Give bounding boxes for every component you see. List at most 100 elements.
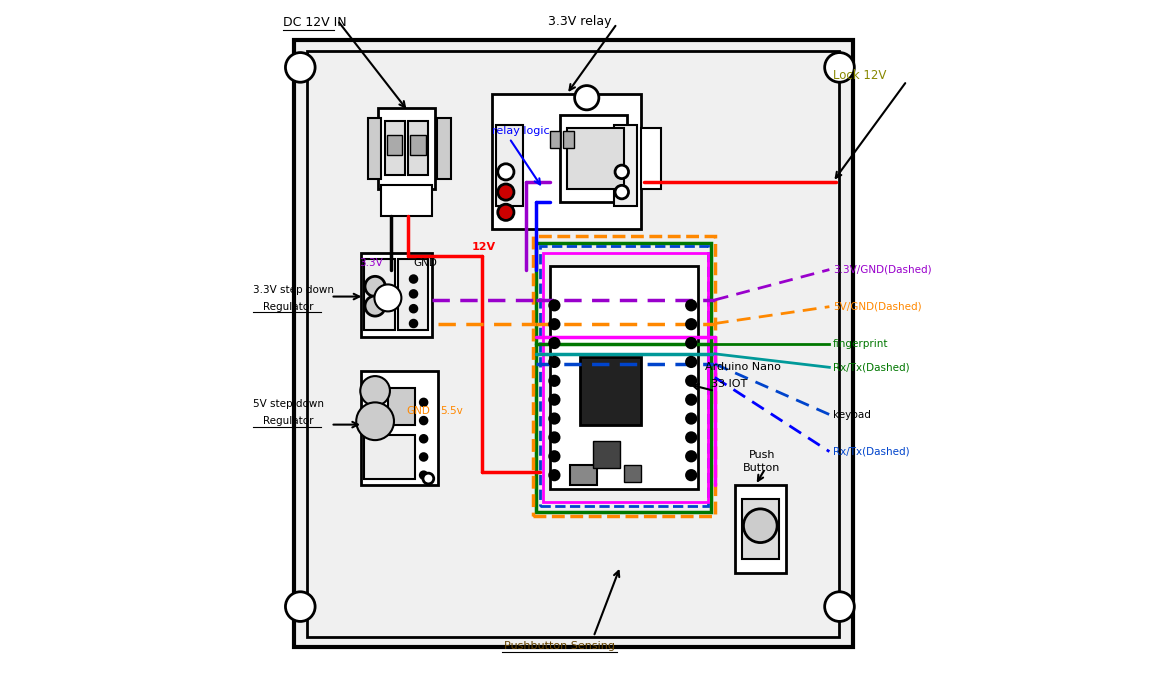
- Bar: [563, 131, 574, 148]
- Bar: [361, 371, 438, 485]
- Circle shape: [420, 472, 427, 479]
- Circle shape: [687, 433, 696, 442]
- Circle shape: [744, 509, 777, 543]
- Text: 3.3V step down: 3.3V step down: [253, 285, 334, 295]
- Bar: [361, 253, 432, 337]
- Circle shape: [285, 53, 316, 82]
- Bar: [495, 125, 523, 206]
- Text: GND: GND: [413, 258, 437, 268]
- Bar: [364, 435, 415, 479]
- Circle shape: [687, 376, 696, 386]
- Circle shape: [574, 86, 599, 110]
- Circle shape: [365, 296, 385, 316]
- Circle shape: [420, 417, 427, 424]
- Circle shape: [550, 414, 559, 423]
- Circle shape: [420, 399, 427, 406]
- Text: 5V step down: 5V step down: [253, 400, 324, 409]
- Bar: [387, 388, 415, 425]
- Circle shape: [687, 470, 696, 480]
- Text: Rx/Tx(Dashed): Rx/Tx(Dashed): [833, 363, 909, 372]
- Circle shape: [420, 435, 427, 442]
- Circle shape: [550, 470, 559, 480]
- Bar: [741, 499, 778, 559]
- Circle shape: [361, 376, 390, 406]
- Bar: [550, 131, 560, 148]
- Circle shape: [423, 473, 434, 484]
- Circle shape: [550, 301, 559, 310]
- Bar: [614, 125, 637, 206]
- Text: 3.3V relay: 3.3V relay: [549, 15, 611, 28]
- Circle shape: [498, 204, 514, 220]
- Circle shape: [550, 357, 559, 367]
- Bar: [386, 135, 403, 155]
- Bar: [293, 40, 853, 647]
- Bar: [368, 118, 382, 179]
- Text: fingerprint: fingerprint: [833, 339, 889, 348]
- Text: Lock 12V: Lock 12V: [833, 69, 886, 82]
- Text: Arduino Nano: Arduino Nano: [704, 363, 781, 372]
- Bar: [640, 128, 661, 189]
- Circle shape: [550, 338, 559, 348]
- Bar: [378, 108, 435, 189]
- Circle shape: [356, 402, 394, 440]
- Text: DC 12V IN: DC 12V IN: [283, 16, 347, 30]
- Bar: [437, 118, 450, 179]
- Bar: [594, 441, 621, 468]
- Bar: [560, 115, 628, 202]
- Circle shape: [687, 301, 696, 310]
- Text: 33 IOT: 33 IOT: [711, 379, 748, 389]
- Text: 3.3V: 3.3V: [360, 258, 383, 268]
- Circle shape: [550, 395, 559, 404]
- Bar: [570, 465, 597, 485]
- Circle shape: [411, 320, 416, 327]
- Circle shape: [687, 395, 696, 404]
- Circle shape: [285, 592, 316, 621]
- Bar: [382, 185, 432, 216]
- Circle shape: [375, 284, 401, 311]
- Circle shape: [550, 433, 559, 442]
- Bar: [580, 357, 640, 425]
- Circle shape: [411, 305, 416, 312]
- Bar: [492, 94, 640, 229]
- Text: 5V/GND(Dashed): 5V/GND(Dashed): [833, 302, 921, 311]
- Text: Rx/Tx(Dashed): Rx/Tx(Dashed): [833, 447, 909, 456]
- Text: relay logic: relay logic: [492, 127, 550, 136]
- Circle shape: [687, 319, 696, 329]
- Text: keypad: keypad: [833, 410, 871, 419]
- Circle shape: [420, 454, 427, 460]
- Circle shape: [687, 357, 696, 367]
- Text: 3.3V/GND(Dashed): 3.3V/GND(Dashed): [833, 265, 931, 274]
- Circle shape: [687, 452, 696, 461]
- Text: 12V: 12V: [472, 242, 496, 251]
- Circle shape: [687, 414, 696, 423]
- Circle shape: [365, 276, 385, 297]
- Circle shape: [550, 452, 559, 461]
- Bar: [543, 253, 708, 502]
- Bar: [539, 246, 708, 506]
- Text: Regulator: Regulator: [263, 417, 313, 426]
- Circle shape: [550, 376, 559, 386]
- Circle shape: [615, 185, 629, 199]
- Circle shape: [411, 276, 416, 282]
- Text: Pushbutton Sensing: Pushbutton Sensing: [505, 641, 615, 650]
- Bar: [408, 121, 428, 175]
- Bar: [735, 485, 785, 573]
- Text: GND: GND: [406, 406, 430, 416]
- Bar: [364, 259, 394, 330]
- Circle shape: [615, 165, 629, 179]
- Bar: [624, 465, 640, 482]
- Circle shape: [825, 53, 854, 82]
- Bar: [566, 128, 624, 189]
- Bar: [536, 243, 711, 512]
- Circle shape: [498, 184, 514, 200]
- Text: Push: Push: [748, 450, 775, 460]
- Text: Regulator: Regulator: [263, 302, 313, 311]
- Text: Button: Button: [744, 464, 781, 473]
- Bar: [411, 135, 426, 155]
- Circle shape: [687, 338, 696, 348]
- Circle shape: [411, 290, 416, 297]
- Bar: [307, 51, 840, 637]
- Circle shape: [498, 164, 514, 180]
- Bar: [532, 236, 715, 516]
- Bar: [550, 266, 698, 489]
